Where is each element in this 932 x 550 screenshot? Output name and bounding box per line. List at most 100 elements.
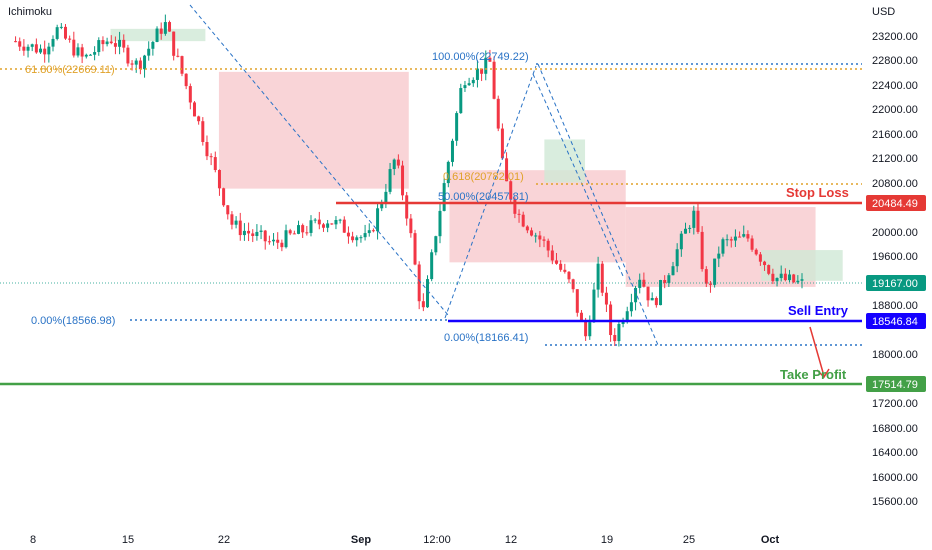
candle-body [421, 301, 425, 308]
candle-body [342, 219, 346, 233]
candle-body [800, 279, 804, 281]
candle-body [559, 263, 563, 270]
arrow-icon [809, 326, 830, 379]
candle-body [272, 239, 276, 242]
candle-body [122, 39, 126, 48]
candle-body [309, 220, 313, 233]
price-tick: 15600.00 [872, 496, 918, 508]
price-tick: 21600.00 [872, 129, 918, 141]
candle-body [621, 321, 625, 324]
candle-body [554, 260, 558, 264]
candle-body [384, 191, 388, 203]
trend-line-down-1 [189, 4, 449, 316]
candle-body [288, 230, 292, 234]
candle-body [109, 41, 113, 44]
candle-body [55, 27, 59, 39]
candle-body [209, 156, 213, 158]
candle-body [775, 278, 779, 282]
candle-body [213, 157, 217, 171]
time-tick: 25 [683, 534, 695, 546]
candle-body [396, 159, 400, 166]
candle-body [642, 279, 646, 287]
candle-body [650, 298, 654, 301]
candle-body [180, 56, 184, 74]
candle-body [380, 202, 384, 209]
candle-body [259, 230, 263, 232]
candle-body [634, 287, 638, 303]
price-tick: 19600.00 [872, 251, 918, 263]
candle-body [679, 233, 683, 250]
time-tick: 12:00 [423, 534, 451, 546]
take-profit-price-tag: 17514.79 [866, 376, 926, 392]
candle-body [247, 230, 251, 234]
candle-body [475, 68, 479, 80]
candle-body [683, 228, 687, 234]
candle-body [704, 269, 708, 284]
candle-body [675, 249, 679, 267]
candle-body [222, 188, 226, 206]
candle-body [708, 283, 712, 285]
sell-entry-label: Sell Entry [788, 303, 849, 318]
cloud-segment [218, 71, 409, 189]
candle-body [280, 242, 284, 248]
candle-body [671, 266, 675, 276]
candle-body [696, 210, 700, 232]
trend-line-up [444, 65, 537, 319]
candle-body [767, 265, 771, 274]
candle-body [505, 158, 509, 182]
candle-body [746, 234, 750, 239]
candle-body [596, 263, 600, 290]
candle-body [542, 239, 546, 241]
candle-body [713, 258, 717, 285]
candle-body [592, 289, 596, 323]
candle-body [338, 219, 342, 221]
candle-body [267, 241, 271, 243]
candle-body [625, 311, 629, 322]
candle-body [321, 224, 325, 228]
candle-body [405, 195, 409, 219]
time-tick: 12 [505, 534, 517, 546]
candle-body [571, 279, 575, 290]
price-tick: 20800.00 [872, 178, 918, 190]
candle-body [538, 235, 542, 240]
candle-body [613, 335, 617, 342]
fib-label-right-100: 100.00%(22749.22) [432, 51, 529, 63]
candle-body [721, 239, 725, 254]
stop-loss-label: Stop Loss [786, 185, 849, 200]
candle-body [143, 55, 147, 70]
candle-body [26, 46, 30, 51]
candle-body [584, 321, 588, 337]
candle-body [517, 213, 521, 215]
candle-body [30, 44, 34, 47]
trend-lines [189, 4, 659, 346]
candle-body [163, 22, 167, 34]
candle-body [717, 253, 721, 259]
candle-body [563, 269, 567, 272]
candle-body [463, 85, 467, 89]
candle-body [63, 26, 67, 39]
svg-text:18546.84: 18546.84 [872, 316, 918, 328]
fib-label-left-618: 61.80%(22669.11) [25, 64, 115, 76]
candle-body [521, 214, 525, 227]
candle-body [263, 230, 267, 242]
time-tick: 22 [218, 534, 230, 546]
candle-body [192, 102, 196, 117]
candle-body [226, 205, 230, 215]
candle-body [530, 230, 534, 236]
candle-body [93, 52, 97, 55]
candle-body [771, 273, 775, 282]
candle-body [359, 237, 363, 239]
candle-body [792, 274, 796, 283]
candle-body [550, 250, 554, 261]
candle-body [788, 274, 792, 281]
candle-body [509, 181, 513, 200]
candle-body [738, 236, 742, 238]
candle-body [176, 55, 180, 57]
candle-body [330, 223, 334, 225]
stop-loss-price-tag: 20484.49 [866, 195, 926, 211]
candle-body [667, 275, 671, 283]
candle-body [101, 40, 105, 45]
price-tick: 16000.00 [872, 472, 918, 484]
candle-body [459, 88, 463, 114]
